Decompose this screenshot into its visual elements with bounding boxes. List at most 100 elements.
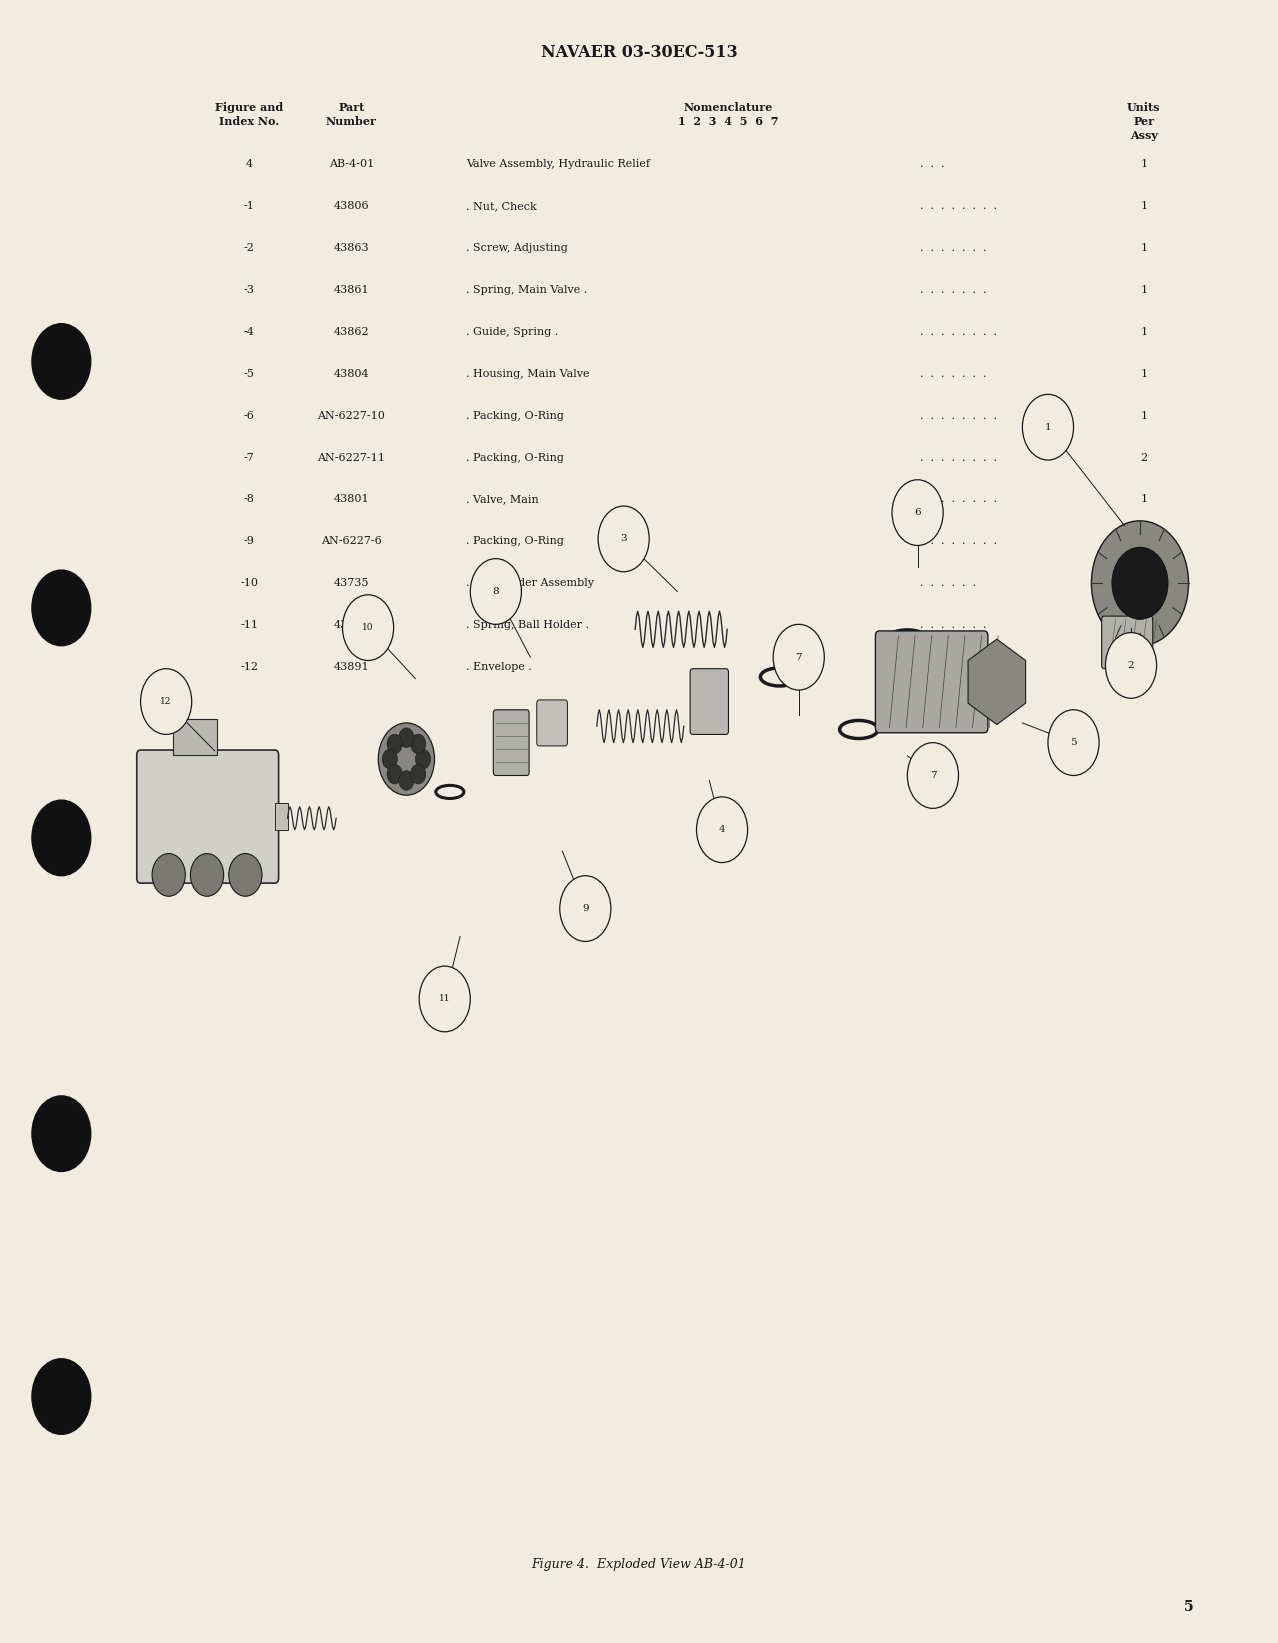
Text: . Screw, Adjusting: . Screw, Adjusting (466, 243, 569, 253)
Text: Nomenclature
1  2  3  4  5  6  7: Nomenclature 1 2 3 4 5 6 7 (679, 102, 778, 127)
Circle shape (907, 743, 958, 808)
Text: 7: 7 (929, 771, 937, 780)
FancyBboxPatch shape (537, 700, 567, 746)
Text: Valve Assembly, Hydraulic Relief: Valve Assembly, Hydraulic Relief (466, 159, 651, 169)
Text: . Ball Holder Assembly: . Ball Holder Assembly (466, 578, 594, 588)
Text: 1: 1 (1140, 662, 1148, 672)
Text: -2: -2 (244, 243, 254, 253)
Text: 1: 1 (1140, 200, 1148, 212)
Text: NAVAER 03-30EC-513: NAVAER 03-30EC-513 (541, 44, 737, 61)
Text: 8: 8 (492, 587, 500, 596)
Circle shape (152, 853, 185, 897)
Bar (173, 720, 217, 756)
Circle shape (387, 734, 403, 754)
Circle shape (1022, 394, 1074, 460)
Text: 43862: 43862 (334, 327, 369, 337)
Circle shape (419, 966, 470, 1032)
Text: -6: -6 (244, 411, 254, 421)
FancyBboxPatch shape (137, 749, 279, 884)
Text: 1: 1 (1044, 422, 1052, 432)
Circle shape (697, 797, 748, 863)
Circle shape (773, 624, 824, 690)
FancyBboxPatch shape (1102, 616, 1153, 669)
Text: .  .  .  .  .  .  .: . . . . . . . (920, 368, 987, 380)
Text: . Packing, O-Ring: . Packing, O-Ring (466, 536, 565, 547)
Text: .  .  .: . . . (920, 159, 944, 169)
Text: 7: 7 (795, 652, 803, 662)
Circle shape (32, 1096, 91, 1171)
Text: -9: -9 (244, 536, 254, 547)
Text: 3: 3 (620, 534, 627, 544)
Text: .  .  .  .  .  .  .  .: . . . . . . . . (920, 452, 997, 463)
Text: .  .  .  .  .  .  .  .: . . . . . . . . (920, 662, 997, 672)
Circle shape (470, 559, 521, 624)
Text: 1: 1 (1140, 243, 1148, 253)
Text: . Packing, O-Ring: . Packing, O-Ring (466, 411, 565, 421)
FancyBboxPatch shape (875, 631, 988, 733)
Text: .  .  .  .  .  .  .  .: . . . . . . . . (920, 411, 997, 421)
Circle shape (598, 506, 649, 572)
Text: . Packing, O-Ring: . Packing, O-Ring (466, 452, 565, 463)
Text: .  .  .  .  .  .  .  .: . . . . . . . . (920, 200, 997, 212)
Text: 1: 1 (1140, 536, 1148, 547)
Text: 43801: 43801 (334, 495, 369, 504)
Circle shape (892, 480, 943, 545)
Text: 1: 1 (1140, 368, 1148, 380)
Text: . Housing, Main Valve: . Housing, Main Valve (466, 368, 590, 380)
Text: .  .  .  .  .  .  .: . . . . . . . (920, 619, 987, 631)
Text: 2: 2 (1127, 660, 1135, 670)
Text: -1: -1 (244, 200, 254, 212)
FancyBboxPatch shape (690, 669, 728, 734)
Text: Figure 4.  Exploded View AB-4-01: Figure 4. Exploded View AB-4-01 (532, 1558, 746, 1571)
Text: 2: 2 (1140, 452, 1148, 463)
Text: -10: -10 (240, 578, 258, 588)
Text: 10: 10 (363, 623, 373, 633)
Text: -4: -4 (244, 327, 254, 337)
Text: . Nut, Check: . Nut, Check (466, 200, 537, 212)
Text: . Spring, Main Valve .: . Spring, Main Valve . (466, 284, 588, 296)
Text: .  .  .  .  .  .  .  .: . . . . . . . . (920, 495, 997, 504)
Text: 1: 1 (1140, 495, 1148, 504)
Text: 11: 11 (440, 994, 450, 1004)
Text: 43735: 43735 (334, 578, 369, 588)
Text: Figure and
Index No.: Figure and Index No. (215, 102, 284, 127)
Text: 43863: 43863 (334, 243, 369, 253)
Circle shape (415, 749, 431, 769)
Circle shape (343, 595, 394, 660)
Circle shape (382, 749, 397, 769)
Circle shape (190, 853, 224, 897)
Circle shape (378, 723, 435, 795)
Text: . Spring, Ball Holder .: . Spring, Ball Holder . (466, 619, 589, 631)
Text: 1: 1 (1140, 159, 1148, 169)
Circle shape (399, 728, 414, 748)
Bar (275, 803, 288, 830)
Circle shape (1105, 633, 1157, 698)
Text: 43806: 43806 (334, 200, 369, 212)
Text: 43861: 43861 (334, 284, 369, 296)
Text: .  .  .  .  .  .  .  .: . . . . . . . . (920, 536, 997, 547)
Circle shape (1112, 547, 1168, 619)
Text: -11: -11 (240, 619, 258, 631)
Text: AN-6227-6: AN-6227-6 (321, 536, 382, 547)
Text: AN-6227-10: AN-6227-10 (317, 411, 386, 421)
Text: 43891: 43891 (334, 662, 369, 672)
Text: 4: 4 (718, 825, 726, 835)
Text: 1: 1 (1140, 284, 1148, 296)
Text: 6: 6 (914, 508, 921, 518)
Circle shape (399, 771, 414, 790)
Circle shape (410, 734, 426, 754)
Circle shape (1091, 521, 1189, 646)
Text: AB-4-01: AB-4-01 (328, 159, 374, 169)
Circle shape (32, 1359, 91, 1434)
Text: Part
Number: Part Number (326, 102, 377, 127)
Text: 5: 5 (1070, 738, 1077, 748)
Text: -5: -5 (244, 368, 254, 380)
Circle shape (32, 570, 91, 646)
Text: 5: 5 (1183, 1600, 1194, 1613)
Text: Units
Per
Assy: Units Per Assy (1127, 102, 1160, 141)
Text: 1: 1 (1140, 411, 1148, 421)
Circle shape (387, 764, 403, 784)
Text: . Envelope .: . Envelope . (466, 662, 533, 672)
Text: .  .  .  .  .  .  .  .: . . . . . . . . (920, 327, 997, 337)
Text: .  .  .  .  .  .  .: . . . . . . . (920, 284, 987, 296)
